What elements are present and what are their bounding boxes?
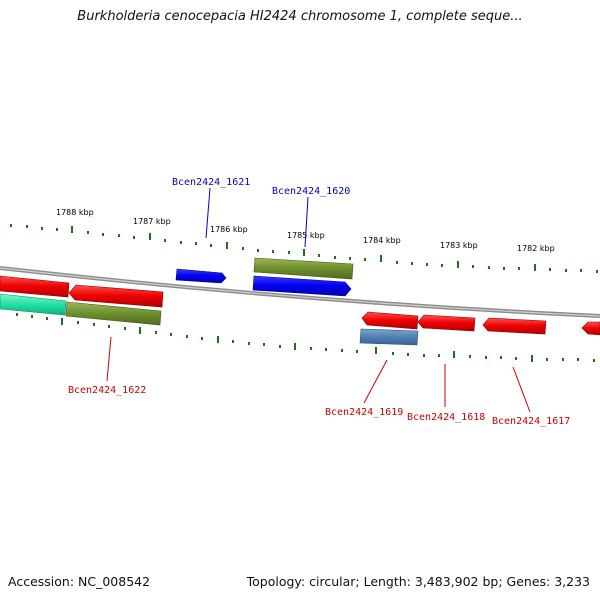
- kbp-label: 1787 kbp: [133, 217, 171, 226]
- scale-track-lower: [16, 313, 595, 362]
- gene-arrow-bcen2424-1621[interactable]: [175, 268, 227, 284]
- gene-arrow-bcen2424-1618[interactable]: [417, 314, 476, 332]
- gene-label-bcen2424-1622[interactable]: Bcen2424_1622: [68, 385, 146, 396]
- gene-label-bcen2424-1621[interactable]: Bcen2424_1621: [172, 177, 250, 188]
- gene-arrow-red[interactable]: [581, 321, 600, 336]
- gene-arrow-bcen2424-1619[interactable]: [361, 311, 419, 330]
- kbp-label: 1782 kbp: [517, 244, 555, 253]
- accession-text: Accession: NC_008542: [8, 574, 151, 589]
- gene-arrow-bcen2424-1622[interactable]: [65, 301, 162, 326]
- gene-arrow-bcen2424-1617[interactable]: [482, 317, 547, 335]
- leader-line: [363, 359, 388, 404]
- gene-label-bcen2424-1620[interactable]: Bcen2424_1620: [272, 186, 350, 197]
- leader-line: [106, 336, 112, 382]
- leader-line: [205, 187, 211, 239]
- gene-label-bcen2424-1618[interactable]: Bcen2424_1618: [407, 412, 485, 423]
- gene-arrow-bcen2424-1620[interactable]: [253, 257, 354, 280]
- gene-label-bcen2424-1619[interactable]: Bcen2424_1619: [325, 407, 403, 418]
- gene-arrow-red[interactable]: [68, 284, 164, 308]
- kbp-label: 1784 kbp: [363, 236, 401, 245]
- gene-arrow-red[interactable]: [0, 275, 70, 298]
- gene-label-bcen2424-1617[interactable]: Bcen2424_1617: [492, 416, 570, 427]
- kbp-label: 1783 kbp: [440, 241, 478, 250]
- gene-arrow-plus[interactable]: [252, 275, 352, 297]
- map-title: Burkholderia cenocepacia HI2424 chromoso…: [77, 9, 523, 24]
- gene-arrow-bcen2424-1619-lower[interactable]: [359, 328, 419, 346]
- topology-text: Topology: circular; Length: 3,483,902 bp…: [246, 574, 590, 589]
- leader-line: [512, 366, 531, 413]
- kbp-label: 1786 kbp: [210, 225, 248, 234]
- scale-track-upper: [10, 224, 598, 273]
- kbp-label: 1788 kbp: [56, 208, 94, 217]
- leader-line: [304, 196, 309, 248]
- gene-arrow-teal[interactable]: [0, 293, 67, 316]
